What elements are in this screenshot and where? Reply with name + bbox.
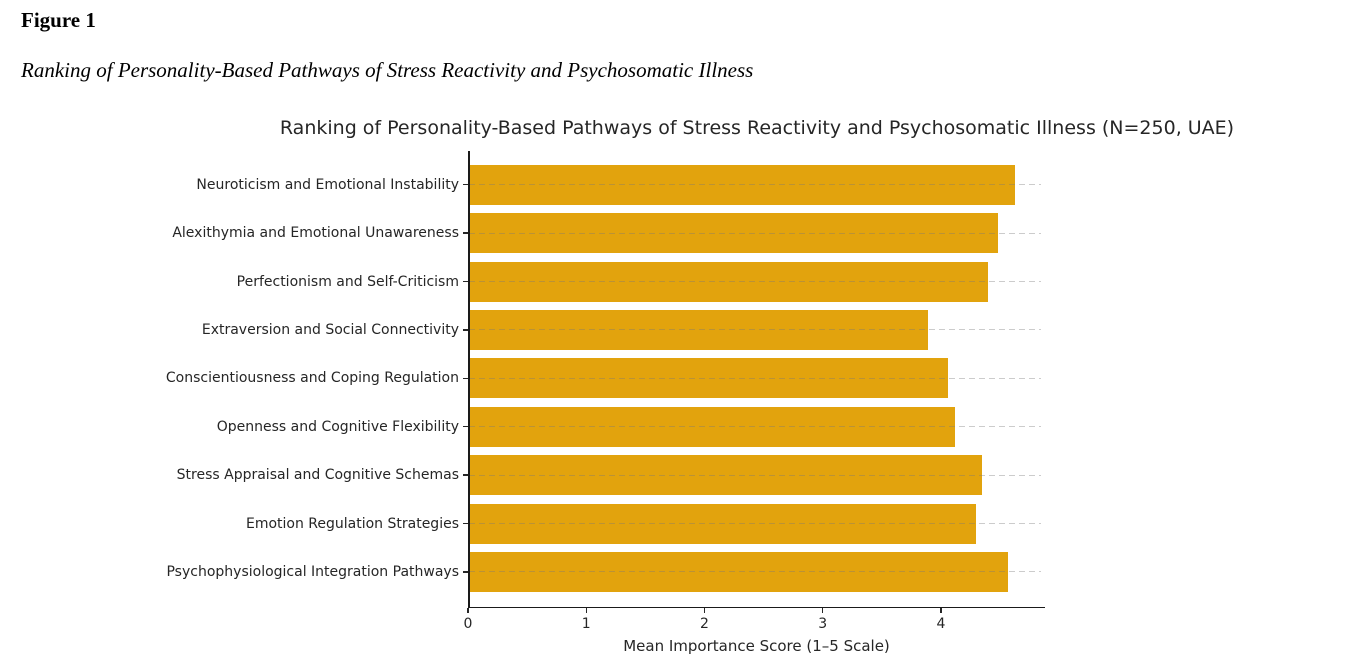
y-tick — [463, 522, 468, 525]
y-tick — [463, 377, 468, 379]
category-label: Extraversion and Social Connectivity — [201, 321, 459, 338]
y-tick — [463, 232, 468, 234]
category-label: Perfectionism and Self-Criticism — [236, 273, 459, 290]
gridline — [469, 184, 1041, 186]
bar-3 — [469, 261, 989, 302]
figure-label: Figure 1 — [21, 8, 96, 32]
x-axis-spine — [468, 606, 1045, 608]
bar-6 — [469, 406, 955, 447]
plot-area: Mean Importance Score (1–5 Scale) Neurot… — [166, 151, 1045, 655]
y-tick — [463, 474, 468, 476]
bar-7 — [469, 455, 983, 496]
category-label: Alexithymia and Emotional Unawareness — [172, 225, 459, 242]
x-tick — [585, 608, 587, 613]
chart-title: Ranking of Personality-Based Pathways of… — [279, 117, 1235, 139]
y-tick — [463, 329, 468, 331]
x-tick — [940, 608, 942, 613]
gridline — [469, 523, 1041, 524]
x-tick-label: 4 — [936, 616, 946, 632]
gridline — [469, 426, 1041, 428]
gridline — [469, 329, 1041, 331]
y-tick — [463, 571, 468, 573]
bar-9 — [469, 551, 1009, 592]
category-label: Psychophysiological Integration Pathways — [166, 563, 459, 580]
gridline — [469, 232, 1041, 234]
y-tick — [463, 280, 468, 283]
figure-caption: Ranking of Personality-Based Pathways of… — [21, 58, 754, 82]
bar-2 — [469, 213, 998, 254]
y-tick — [463, 184, 468, 186]
x-tick — [467, 608, 469, 613]
category-label: Emotion Regulation Strategies — [245, 515, 459, 532]
x-axis-label: Mean Importance Score (1–5 Scale) — [623, 637, 890, 655]
y-axis-spine — [468, 151, 470, 608]
category-label: Neuroticism and Emotional Instability — [196, 176, 459, 193]
x-tick-label: 3 — [818, 616, 828, 632]
gridline — [469, 474, 1041, 476]
bar-5 — [469, 358, 948, 399]
gridline — [469, 377, 1041, 379]
y-tick — [463, 426, 468, 428]
x-tick-label: 0 — [463, 616, 473, 632]
bar-8 — [469, 503, 977, 544]
category-label: Conscientiousness and Coping Regulation — [165, 370, 459, 387]
bar-1 — [469, 164, 1016, 205]
bar-4 — [469, 309, 928, 350]
x-tick — [822, 608, 824, 613]
category-label: Openness and Cognitive Flexibility — [216, 418, 459, 435]
x-tick-label: 2 — [700, 616, 709, 632]
gridline — [469, 281, 1041, 282]
gridline — [469, 571, 1041, 573]
x-tick-label: 1 — [581, 616, 591, 632]
x-tick — [703, 608, 706, 613]
category-label: Stress Appraisal and Cognitive Schemas — [176, 467, 459, 484]
